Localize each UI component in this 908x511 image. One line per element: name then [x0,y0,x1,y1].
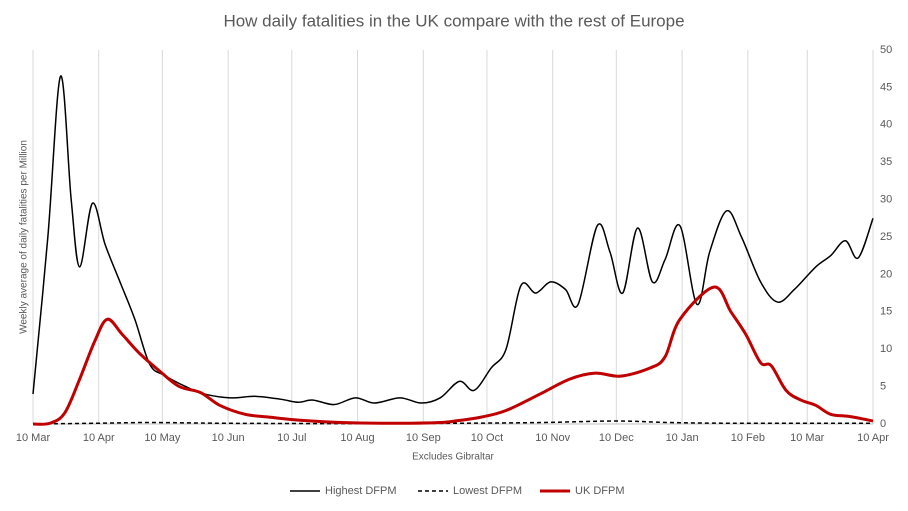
x-tick-label: 10 Oct [471,432,503,444]
y-tick-label: 20 [880,268,892,280]
y-tick-label: 15 [880,306,892,318]
y-tick-label: 5 [880,381,886,393]
x-tick-label: 10 Apr [83,432,115,444]
x-tick-label: 10 Apr [857,432,889,444]
x-tick-label: 10 Jan [666,432,699,444]
y-tick-label: 40 [880,119,892,131]
y-tick-label: 0 [880,418,886,430]
y-tick-label: 30 [880,194,892,206]
series-line [32,75,874,406]
x-tick-label: 10 Jul [277,432,306,444]
x-tick-label: 10 May [144,432,181,444]
y-tick-label: 50 [880,44,892,56]
y-tick-label: 10 [880,343,892,355]
x-tick-label: 10 Sep [406,432,441,444]
x-axis-label: Excludes Gibraltar [412,452,494,463]
legend-label: UK DFPM [575,485,625,497]
legend-label: Lowest DFPM [453,485,522,497]
y-tick-label: 35 [880,156,892,168]
legend-label: Highest DFPM [325,485,397,497]
y-tick-label: 25 [880,231,892,243]
x-tick-label: 10 Jun [212,432,245,444]
x-tick-label: 10 Mar [790,432,825,444]
y-tick-label: 45 [880,81,892,93]
x-tick-label: 10 Dec [599,432,634,444]
x-tick-label: 10 Nov [535,432,570,444]
series-line [32,285,874,426]
chart-title: How daily fatalities in the UK compare w… [223,11,684,30]
series-line [32,420,874,425]
x-tick-label: 10 Mar [16,432,51,444]
y-axis-label: Weekly average of daily fatalities per M… [19,140,30,334]
x-tick-label: 10 Aug [340,432,374,444]
x-tick-label: 10 Feb [731,432,765,444]
